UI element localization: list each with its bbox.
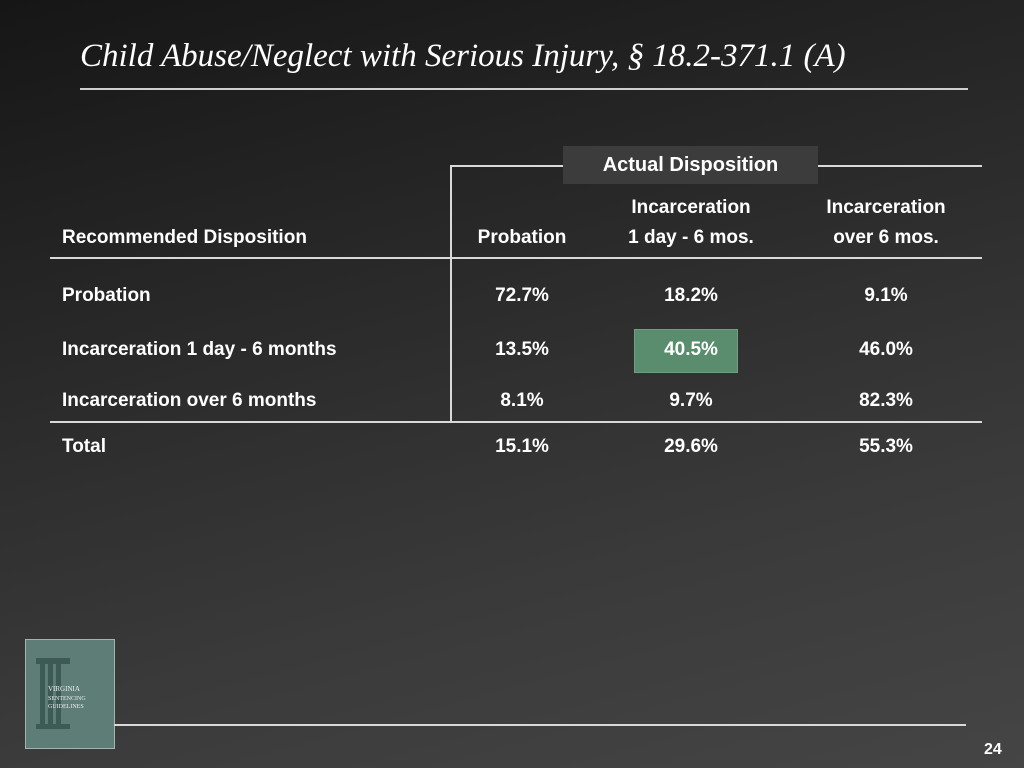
col-header-incarceration-short-line2: 1 day - 6 mos. — [628, 227, 754, 248]
table-cell: 82.3% — [859, 390, 913, 411]
total-divider — [50, 421, 982, 423]
column-divider — [450, 165, 452, 422]
group-header-line-left — [451, 165, 563, 167]
row-label-probation: Probation — [62, 285, 151, 306]
table-cell: 13.5% — [495, 339, 549, 360]
table-cell: 9.1% — [864, 285, 908, 306]
highlight-cell — [634, 329, 738, 373]
slide-title: Child Abuse/Neglect with Serious Injury,… — [80, 38, 846, 74]
table-cell: 9.7% — [669, 390, 713, 411]
row-label-incarceration-short: Incarceration 1 day - 6 months — [62, 339, 337, 360]
row-label-incarceration-long: Incarceration over 6 months — [62, 390, 317, 411]
table-cell-highlighted: 40.5% — [664, 339, 718, 360]
table-cell-total: 29.6% — [664, 436, 718, 457]
logo-text-line3: GUIDELINES — [48, 704, 84, 710]
logo-text-line2: SENTENCING — [48, 696, 86, 702]
table-cell: 72.7% — [495, 285, 549, 306]
col-header-incarceration-short-line1: Incarceration — [631, 197, 751, 218]
group-header-line-right — [818, 165, 982, 167]
column-icon: VIRGINIA SENTENCING GUIDELINES — [36, 658, 86, 729]
col-header-probation: Probation — [477, 227, 567, 248]
logo-text-line1: VIRGINIA — [48, 685, 80, 693]
row-header-label: Recommended Disposition — [62, 227, 307, 248]
col-header-incarceration-long-line2: over 6 mos. — [833, 227, 939, 248]
page-number: 24 — [984, 741, 1002, 758]
virginia-sentencing-guidelines-logo: VIRGINIA SENTENCING GUIDELINES — [25, 639, 115, 749]
table-cell-total: 15.1% — [495, 436, 549, 457]
header-divider — [50, 257, 982, 259]
table-cell: 8.1% — [500, 390, 544, 411]
col-header-incarceration-long-line1: Incarceration — [826, 197, 946, 218]
table-cell: 46.0% — [859, 339, 913, 360]
actual-disposition-header: Actual Disposition — [563, 146, 818, 184]
title-divider — [80, 88, 968, 90]
table-cell: 18.2% — [664, 285, 718, 306]
table-cell-total: 55.3% — [859, 436, 913, 457]
row-label-total: Total — [62, 436, 106, 457]
footer-divider — [114, 724, 966, 726]
